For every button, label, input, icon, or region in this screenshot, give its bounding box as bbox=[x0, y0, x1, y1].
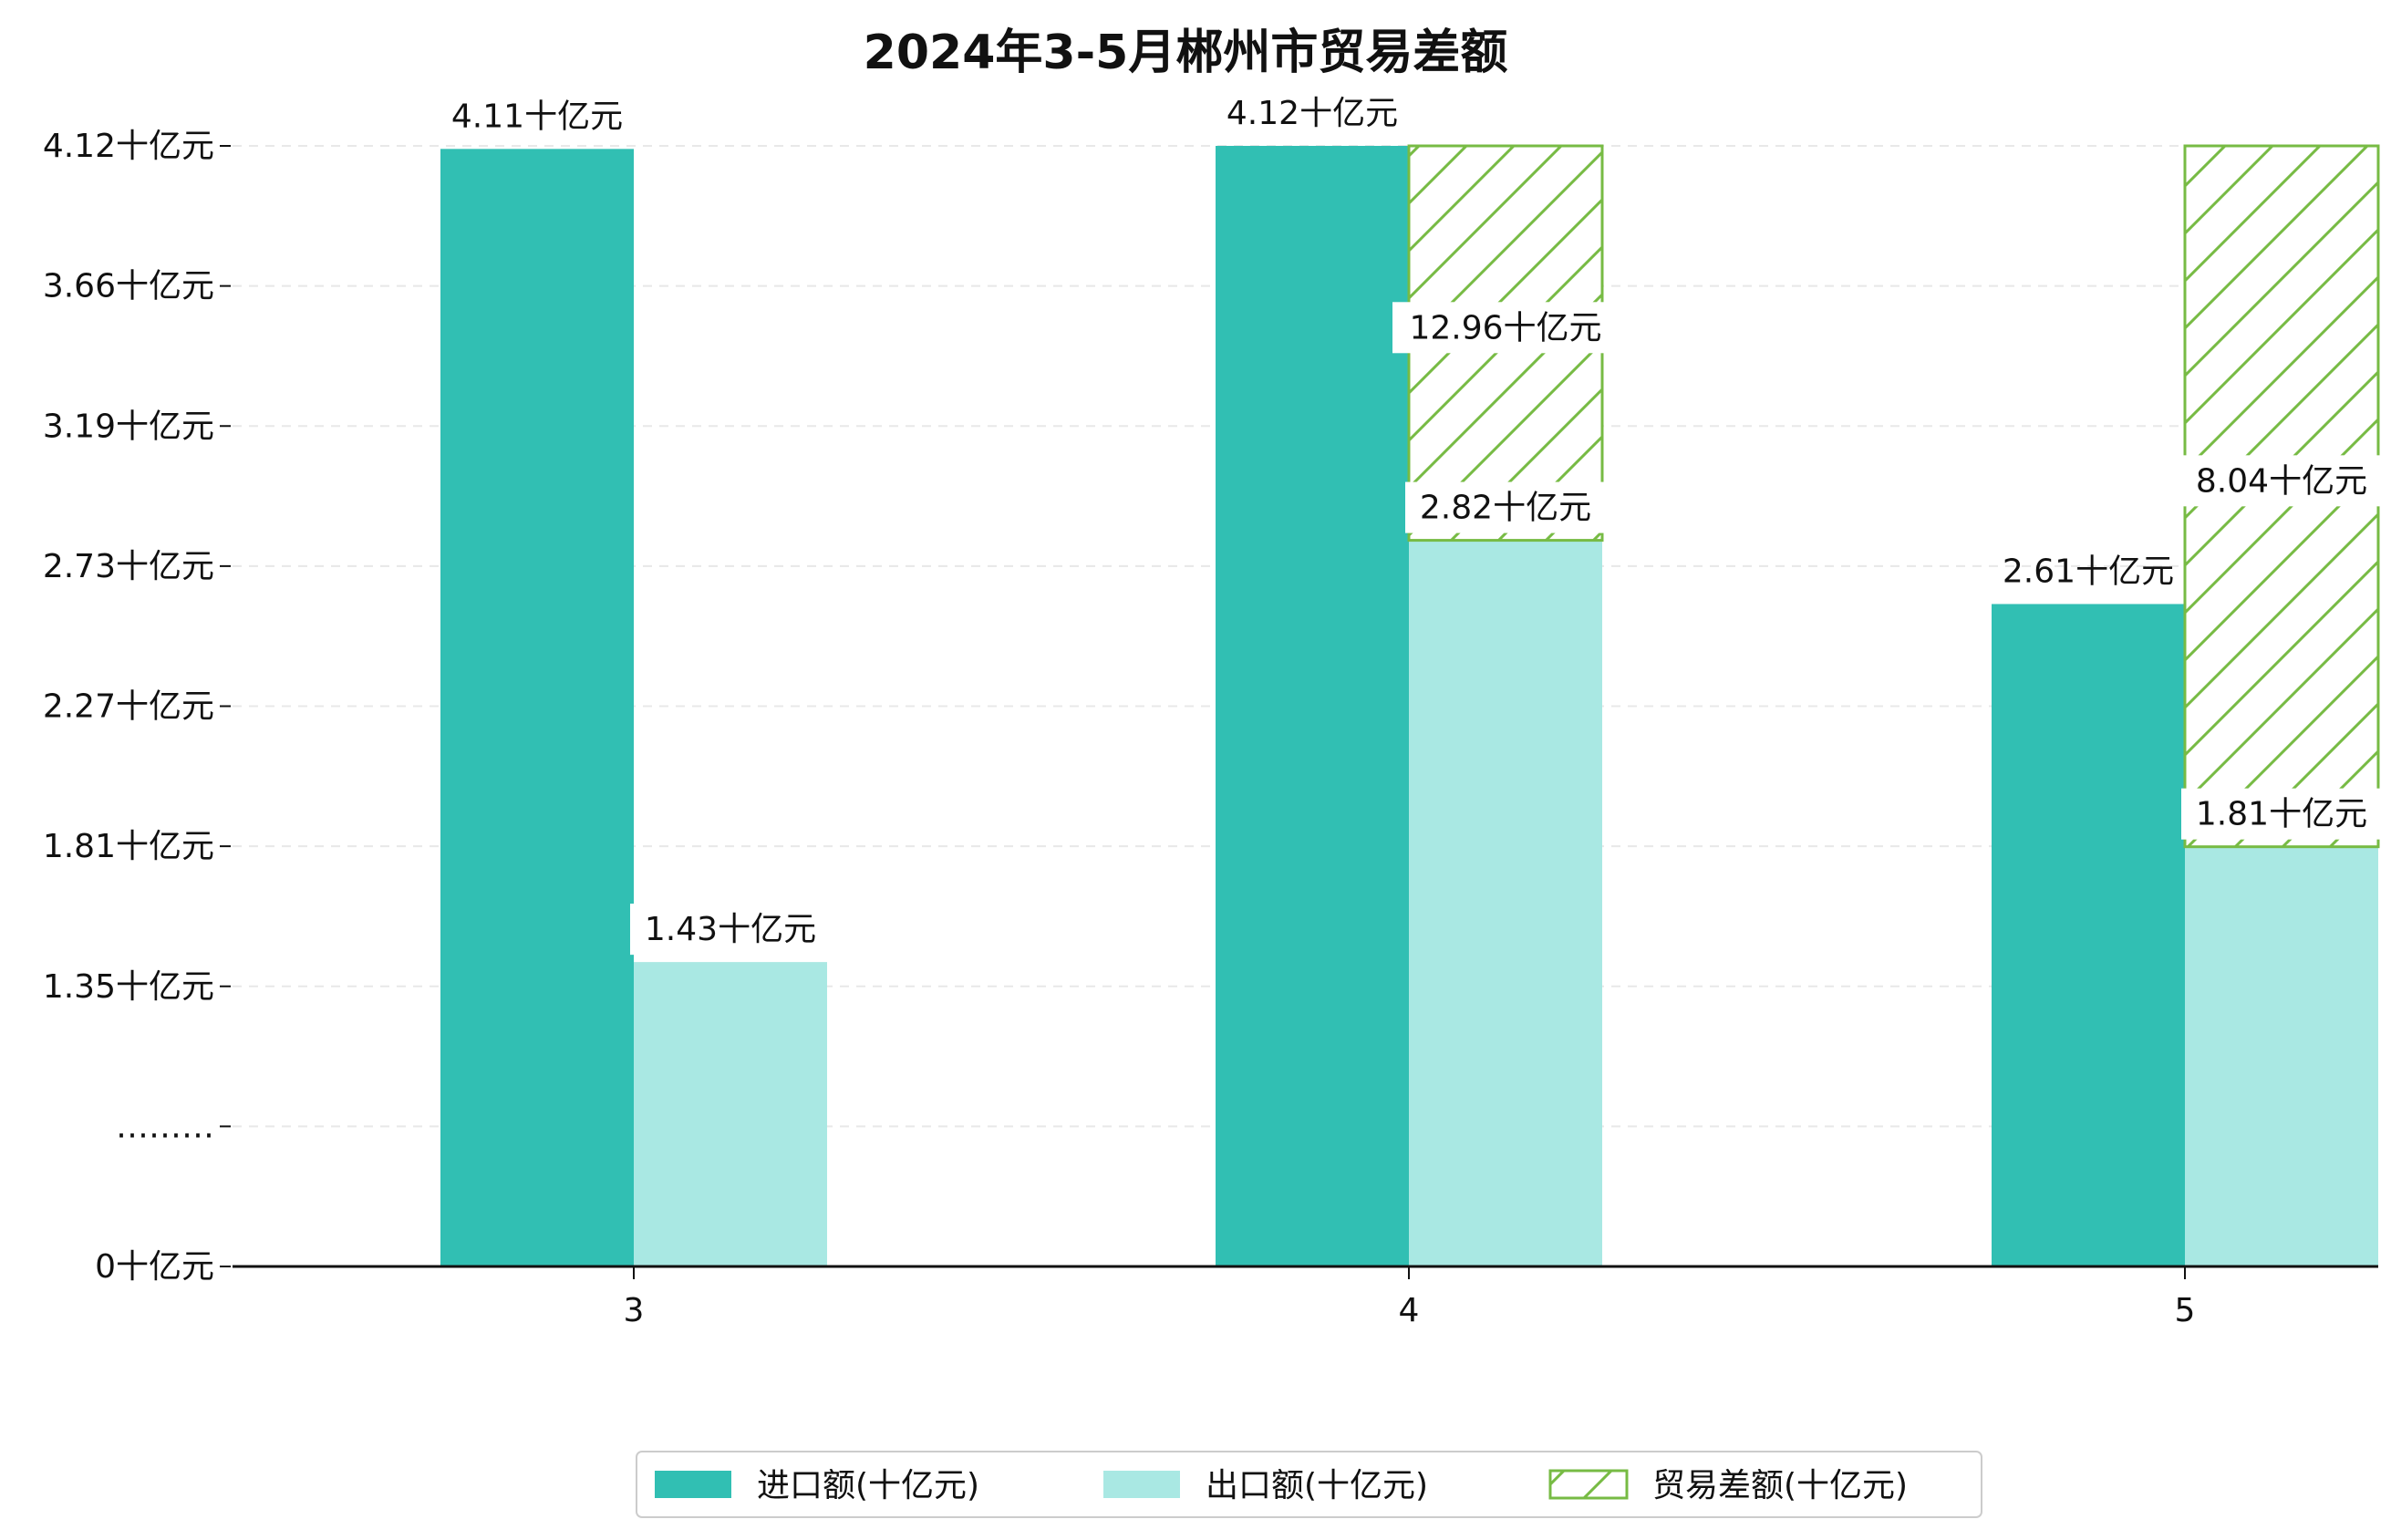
import-value-label: 2.61十亿元 bbox=[2003, 553, 2174, 590]
legend-swatch bbox=[655, 1471, 731, 1498]
import-bar bbox=[1216, 146, 1409, 1266]
legend-label: 出口额(十亿元) bbox=[1206, 1467, 1428, 1504]
legend-label: 进口额(十亿元) bbox=[757, 1467, 979, 1504]
export-value-label-bg bbox=[630, 904, 831, 956]
legend-box bbox=[636, 1451, 1982, 1518]
import-bar bbox=[1992, 604, 2185, 1266]
export-value-label: 1.43十亿元 bbox=[645, 911, 816, 948]
y-tick-label: 3.66十亿元 bbox=[43, 268, 214, 305]
y-tick-label: 3.19十亿元 bbox=[43, 408, 214, 445]
x-tick-label: 4 bbox=[1399, 1292, 1420, 1329]
y-tick-label: 2.73十亿元 bbox=[43, 548, 214, 585]
trade-balance-value-label: 8.04十亿元 bbox=[2196, 462, 2367, 500]
x-tick-label: 3 bbox=[624, 1292, 645, 1329]
y-tick-label: 2.27十亿元 bbox=[43, 688, 214, 726]
chart-title: 2024年3-5月郴州市贸易差额 bbox=[864, 26, 1508, 80]
import-value-label: 4.12十亿元 bbox=[1227, 95, 1398, 132]
export-value-label-bg bbox=[1405, 481, 1606, 533]
bars-layer bbox=[440, 144, 2380, 1266]
legend-swatch bbox=[1548, 1469, 1629, 1500]
export-bar bbox=[2185, 846, 2378, 1266]
axis-layer: 0十亿元 ……… 1.35十亿元 1.81十亿元 2.27十亿元 2.73十亿元 3.19十… bbox=[43, 128, 2378, 1329]
trade-balance-value-label-bg bbox=[1392, 302, 1619, 354]
x-tick-label: 5 bbox=[2175, 1292, 2196, 1329]
data-labels-layer: 4.11十亿元 1.43十亿元 4.12十亿元 2.82十亿元 12.96十亿元 2.61… bbox=[451, 95, 2382, 956]
export-value-label: 2.82十亿元 bbox=[1420, 490, 1591, 527]
trade-balance-value-label-bg bbox=[2181, 455, 2382, 507]
y-tick-label: 0十亿元 bbox=[95, 1248, 214, 1286]
y-tick-label: 4.12十亿元 bbox=[43, 128, 214, 165]
legend-swatch bbox=[1103, 1471, 1180, 1498]
export-bar bbox=[634, 962, 827, 1266]
legend-label: 贸易差额(十亿元) bbox=[1652, 1467, 1908, 1504]
legend: 进口额(十亿元) 出口额(十亿元) 贸易差额(十亿元) bbox=[636, 1451, 1982, 1518]
export-bar bbox=[1409, 540, 1602, 1266]
y-tick-label: 1.35十亿元 bbox=[43, 968, 214, 1006]
import-value-label: 4.11十亿元 bbox=[451, 98, 623, 135]
y-tick-label: ……… bbox=[116, 1108, 214, 1145]
export-value-label-bg bbox=[2181, 788, 2382, 840]
export-value-label: 1.81十亿元 bbox=[2196, 796, 2367, 833]
trade-balance-value-label: 12.96十亿元 bbox=[1409, 309, 1601, 346]
y-tick-label: 1.81十亿元 bbox=[43, 828, 214, 865]
import-bar bbox=[440, 149, 634, 1266]
